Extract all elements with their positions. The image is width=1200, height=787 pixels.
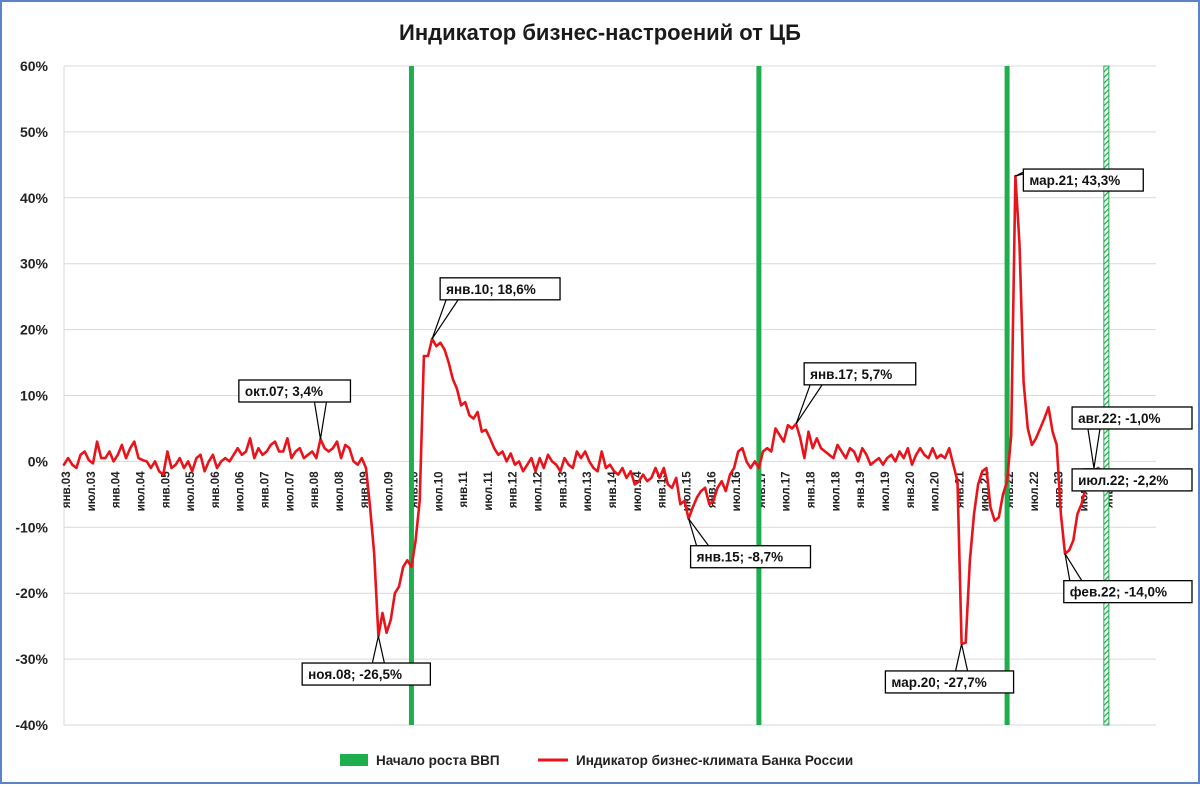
x-tick-label: июл.11	[483, 471, 495, 511]
x-tick-label: янв.07	[260, 471, 272, 508]
x-tick-label: янв.04	[111, 471, 123, 508]
x-tick-label: июл.20	[930, 471, 942, 511]
annotation-box	[803, 362, 917, 386]
annotation-label: фев.22; -14,0%	[1070, 585, 1167, 600]
gdp-growth-marker-hatched	[1103, 65, 1110, 726]
annotation-callout: мар.21; 43,3%	[1015, 168, 1144, 192]
annotation-label: янв.10; 18,6%	[446, 282, 536, 297]
annotation-callout: янв.10; 18,6%	[431, 277, 561, 340]
x-tick-label: янв.19	[855, 471, 867, 508]
y-tick-label: 30%	[20, 256, 49, 272]
legend-label-indicator: Индикатор бизнес-климата Банка России	[576, 753, 853, 768]
annotation-callout: янв.17; 5,7%	[795, 362, 917, 425]
annotation-callout: фев.22; -14,0%	[1063, 553, 1193, 604]
annotation-label: окт.07; 3,4%	[245, 384, 323, 399]
annotation-pointer	[954, 643, 969, 672]
x-tick-label: июл.07	[284, 471, 296, 511]
annotation-callout: окт.07; 3,4%	[238, 379, 352, 440]
annotation-pointer	[1064, 553, 1083, 582]
annotation-box	[439, 277, 561, 301]
x-tick-label: янв.20	[905, 471, 917, 508]
annotation-label: ноя.08; -26,5%	[308, 667, 402, 682]
annotation-pointer	[431, 299, 460, 340]
annotation-label: авг.22; -1,0%	[1078, 411, 1160, 426]
legend: Начало роста ВВП Индикатор бизнес-климата…	[340, 753, 853, 768]
y-axis-tick-labels: 60% 50% 40% 30% 20% 10% 0% -10% -20% -30% -40%	[15, 58, 48, 733]
gdp-growth-marker	[756, 66, 762, 725]
annotation-pointer	[371, 635, 386, 664]
annotation-box	[884, 670, 1015, 694]
annotation-callouts: окт.07; 3,4% янв.10; 18,6% ноя.08; -26,5% я…	[238, 168, 1193, 694]
x-tick-label: янв.13	[557, 471, 569, 508]
annotation-callout: ноя.08; -26,5%	[301, 635, 432, 686]
annotation-callout: янв.15; -8,7%	[688, 518, 812, 569]
annotation-callout: авг.22; -1,0%	[1071, 406, 1193, 469]
x-tick-label: янв.08	[309, 471, 321, 508]
annotation-box	[1063, 580, 1193, 604]
y-tick-label: 50%	[20, 124, 49, 140]
y-tick-label: -30%	[15, 651, 48, 667]
x-tick-label: июл.13	[582, 471, 594, 511]
annotation-box	[1022, 168, 1144, 192]
x-tick-label: июл.09	[384, 471, 396, 511]
x-tick-label: янв.12	[508, 471, 520, 508]
annotation-pointer	[1087, 428, 1101, 469]
annotation-label: янв.17; 5,7%	[810, 367, 892, 382]
annotation-box	[1071, 406, 1193, 430]
x-tick-label: июл.06	[235, 471, 247, 511]
annotation-label: мар.21; 43,3%	[1029, 173, 1120, 188]
series-layer	[62, 174, 1104, 646]
annotation-box	[301, 662, 432, 686]
x-tick-label: июл.05	[185, 471, 197, 512]
y-tick-label: -20%	[15, 585, 48, 601]
annotation-callout: мар.20; -27,7%	[884, 643, 1015, 694]
x-tick-label: июл.17	[781, 471, 793, 511]
annotation-pointer	[688, 518, 710, 547]
x-tick-label: янв.11	[458, 471, 470, 508]
x-tick-label: июл.16	[731, 471, 743, 511]
annotation-box	[689, 545, 812, 569]
x-tick-label: июл.10	[433, 471, 445, 511]
annotation-box	[238, 379, 352, 403]
x-tick-label: янв.06	[210, 471, 222, 508]
gdp-growth-marker	[408, 66, 414, 725]
annotation-box	[1071, 468, 1193, 492]
chart-title: Индикатор бизнес-настроений от ЦБ	[399, 20, 801, 45]
gdp-growth-marker	[1004, 66, 1010, 725]
x-tick-label: июл.19	[880, 471, 892, 511]
y-tick-label: 0%	[28, 453, 49, 469]
annotation-label: янв.15; -8,7%	[697, 550, 784, 565]
x-tick-label: июл.03	[86, 471, 98, 511]
x-tick-label: июл.08	[334, 471, 346, 512]
annotation-label: июл.22; -2,2%	[1078, 473, 1168, 488]
legend-swatch-gdp	[340, 754, 368, 766]
x-tick-label: янв.05	[160, 471, 172, 508]
annotation-pointer	[313, 401, 328, 440]
y-tick-label: 20%	[20, 322, 49, 338]
y-tick-label: 10%	[20, 388, 49, 404]
y-tick-label: 60%	[20, 58, 49, 74]
x-tick-label: июл.22	[1029, 471, 1041, 511]
y-tick-label: 40%	[20, 190, 49, 206]
x-tick-label: июл.18	[830, 471, 842, 512]
x-tick-label: июл.15	[681, 471, 693, 512]
gdp-growth-markers	[408, 65, 1110, 726]
legend-label-gdp: Начало роста ВВП	[376, 753, 500, 768]
annotation-label: мар.20; -27,7%	[891, 675, 986, 690]
x-tick-label: июл.04	[135, 471, 147, 512]
annotation-callout: июл.22; -2,2%	[1071, 468, 1193, 492]
grid-layer	[63, 65, 1156, 726]
x-tick-label: янв.18	[806, 471, 818, 508]
annotation-pointer	[795, 384, 824, 425]
x-tick-label: янв.14	[607, 471, 619, 508]
x-tick-label: янв.03	[61, 471, 73, 508]
series-line	[62, 174, 1104, 646]
x-tick-label: июл.12	[533, 471, 545, 511]
y-tick-label: -40%	[15, 717, 48, 733]
y-tick-label: -10%	[15, 519, 48, 535]
